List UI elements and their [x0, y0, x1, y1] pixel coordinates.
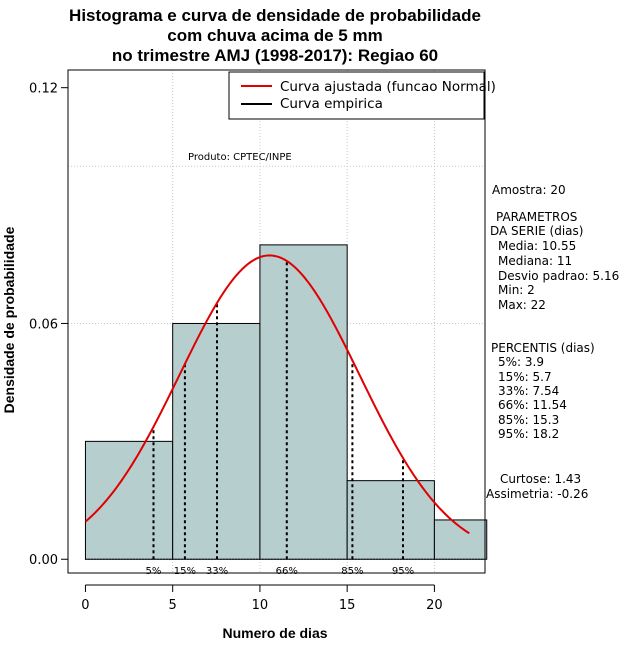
- percentile-label-1: 15%: [174, 566, 196, 577]
- y-tick-label-1: 0.06: [29, 317, 58, 332]
- stat-min: Min: 2: [498, 283, 535, 297]
- legend-label-fit: Curva ajustada (funcao Normal): [280, 79, 496, 95]
- x-tick-label-0: 0: [81, 598, 89, 613]
- stat-p66: 66%: 11.54: [498, 398, 567, 412]
- x-axis: 0 5 10 15 20: [81, 584, 443, 613]
- histogram-bars: [84, 244, 488, 560]
- stat-p15: 15%: 5.7: [498, 370, 552, 384]
- x-tick-label-20: 20: [426, 598, 443, 613]
- stat-p5: 5%: 3.9: [498, 355, 544, 369]
- y-axis-label: Densidade de probabilidade: [1, 226, 17, 413]
- legend-label-empirical: Curva empirica: [280, 96, 383, 112]
- stat-percentis-title: PERCENTIS (dias): [491, 341, 595, 355]
- bar-1: [172, 322, 261, 560]
- stat-p33: 33%: 7.54: [498, 384, 559, 398]
- bar-2: [259, 244, 348, 560]
- percentile-label-2: 33%: [206, 566, 228, 577]
- stat-p85: 85%: 15.3: [498, 413, 559, 427]
- x-tick-label-10: 10: [252, 598, 269, 613]
- y-tick-label-0: 0.00: [29, 553, 58, 568]
- bar-3: [346, 480, 435, 560]
- stat-max: Max: 22: [498, 298, 546, 312]
- stat-parametros-title-2: DA SERIE (dias): [490, 224, 583, 238]
- stat-amostra: Amostra: 20: [492, 183, 566, 197]
- side-statistics: Amostra: 20 PARAMETROS DA SERIE (dias) M…: [486, 183, 619, 501]
- percentile-labels: 5% 15% 33% 66% 85% 95%: [146, 566, 415, 577]
- stat-curtose: Curtose: 1.43: [500, 472, 581, 486]
- stat-p95: 95%: 18.2: [498, 427, 559, 441]
- chart-title-line-1: Histograma e curva de densidade de proba…: [69, 6, 481, 25]
- stat-assimetria: Assimetria: -0.26: [486, 487, 588, 501]
- product-credit: Produto: CPTEC/INPE: [188, 152, 292, 163]
- x-tick-label-5: 5: [169, 598, 177, 613]
- percentile-label-3: 66%: [276, 566, 298, 577]
- stat-desvio: Desvio padrao: 5.16: [498, 269, 619, 283]
- y-tick-label-2: 0.12: [29, 82, 58, 97]
- chart-title-line-3: no trimestre AMJ (1998-2017): Regiao 60: [112, 46, 438, 65]
- stat-mediana: Mediana: 11: [498, 254, 572, 268]
- y-axis: 0.00 0.06 0.12: [29, 82, 69, 568]
- chart-title-line-2: com chuva acima de 5 mm: [167, 26, 382, 45]
- legend-box: [228, 71, 485, 120]
- stat-media: Media: 10.55: [498, 239, 576, 253]
- normal-fit-curve: [84, 254, 470, 535]
- x-tick-label-15: 15: [339, 598, 356, 613]
- percentile-label-5: 95%: [392, 566, 414, 577]
- bar-0: [84, 440, 174, 560]
- bar-4: [433, 519, 488, 560]
- percentile-label-4: 85%: [341, 566, 363, 577]
- percentile-lines: [152, 260, 404, 560]
- chart-title: Histograma e curva de densidade de proba…: [69, 6, 481, 65]
- stat-parametros-title-1: PARAMETROS: [496, 210, 577, 224]
- legend: Curva ajustada (funcao Normal) Curva emp…: [228, 71, 496, 120]
- grid-lines: [68, 70, 485, 573]
- percentile-label-0: 5%: [146, 566, 162, 577]
- x-axis-label: Numero de dias: [222, 625, 327, 641]
